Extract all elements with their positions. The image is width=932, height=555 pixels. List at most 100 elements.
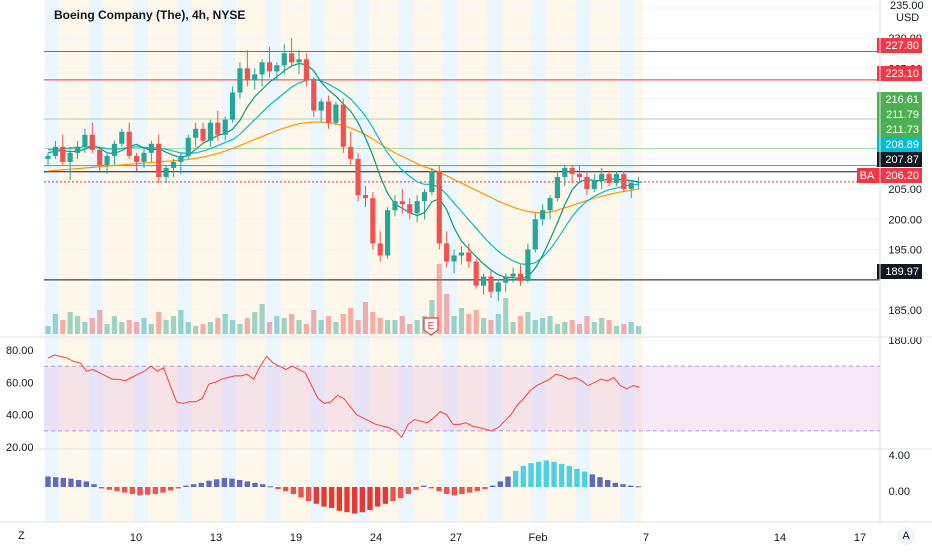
volume-bar <box>503 298 509 334</box>
session-band <box>73 0 82 522</box>
session-band <box>66 0 74 522</box>
candle-body <box>525 249 531 281</box>
volume-bar <box>576 324 583 334</box>
candle-body <box>119 131 125 144</box>
candle-body <box>377 243 383 256</box>
histogram-bar <box>474 487 481 492</box>
session-band <box>228 0 237 522</box>
price-label-box <box>877 152 922 167</box>
candle <box>193 122 199 147</box>
histogram-bar <box>612 482 619 487</box>
candle <box>554 170 560 202</box>
histogram-bar <box>566 466 573 487</box>
histogram-pane: 4.00 0.00 <box>45 450 910 514</box>
volume-bar <box>554 324 560 334</box>
candle-body <box>274 65 280 72</box>
candle <box>311 77 317 117</box>
histogram-bar <box>98 487 105 489</box>
session-band <box>620 0 628 522</box>
session-band <box>302 0 311 522</box>
histogram-bar <box>443 487 450 494</box>
volume-bar <box>362 302 369 334</box>
candle-body <box>540 210 546 220</box>
histogram-bar <box>328 487 335 508</box>
candle <box>281 44 287 75</box>
session-band <box>236 0 244 522</box>
candle <box>370 192 376 250</box>
candle <box>170 158 177 178</box>
earnings-marker: E <box>423 317 439 336</box>
candle <box>458 246 465 265</box>
histogram-bar <box>206 480 212 487</box>
histogram-bar <box>482 487 488 490</box>
session-band <box>177 0 185 522</box>
histogram-bar <box>543 460 550 487</box>
candle <box>141 146 147 168</box>
currency-unit: USD <box>896 12 920 24</box>
histogram-bar <box>535 461 542 487</box>
session-band <box>487 0 495 522</box>
time-tick: 7 <box>643 532 649 544</box>
price-label-box <box>877 137 922 152</box>
session-band <box>273 0 281 522</box>
volume-bar <box>333 322 339 334</box>
volume-bar <box>311 310 317 334</box>
session-band <box>391 0 399 522</box>
candle-body <box>52 146 58 156</box>
candle-body <box>185 137 191 156</box>
histogram-bar <box>413 487 419 490</box>
volume-bar <box>193 326 199 334</box>
session-band <box>494 0 503 522</box>
volume-bar <box>466 314 472 334</box>
histogram-bar <box>183 485 189 487</box>
volume-bar <box>436 264 442 334</box>
session-band <box>118 0 126 522</box>
session-band <box>95 0 104 522</box>
histogram-bar <box>68 478 74 487</box>
volume-bar <box>628 322 634 334</box>
candle <box>74 140 81 159</box>
session-band <box>317 0 325 522</box>
candle <box>82 128 88 153</box>
candle <box>628 180 634 199</box>
rsi-band <box>44 366 880 431</box>
volume-bar <box>621 324 627 334</box>
auto-scale-button[interactable]: A <box>897 527 915 545</box>
histogram-bar <box>52 477 59 487</box>
timezone-button[interactable]: Z <box>18 530 25 542</box>
candle <box>510 267 516 283</box>
volume-bar <box>141 318 147 334</box>
volume-bar <box>89 318 95 334</box>
candle-body <box>466 252 472 262</box>
histogram-bar <box>275 487 281 490</box>
candle-body <box>200 128 206 141</box>
volume-bar <box>532 320 538 334</box>
candle-body <box>370 198 376 244</box>
price-label-text: 211.73 <box>886 124 919 136</box>
volume-bar <box>584 316 590 334</box>
candle <box>104 152 110 174</box>
candle <box>606 170 612 187</box>
histogram-bar <box>160 487 166 493</box>
volume-bars <box>45 264 642 334</box>
price-tick: 195.00 <box>888 244 922 256</box>
candle <box>296 50 302 75</box>
histogram-bar <box>558 463 565 487</box>
histogram-bar <box>635 486 642 488</box>
volume-bar <box>185 322 191 334</box>
session-band <box>347 0 355 522</box>
candle-body <box>473 261 479 286</box>
volume-bar <box>540 318 546 334</box>
candle-body <box>562 167 568 178</box>
candle <box>148 140 154 162</box>
candle <box>89 122 95 153</box>
candle-body <box>89 134 95 150</box>
volume-bar <box>303 324 309 334</box>
histogram-bar <box>459 487 465 494</box>
volume-bar <box>488 320 494 334</box>
session-band <box>59 0 67 522</box>
histogram-bar <box>597 477 603 487</box>
candle <box>599 167 605 190</box>
candle-body <box>392 201 398 211</box>
